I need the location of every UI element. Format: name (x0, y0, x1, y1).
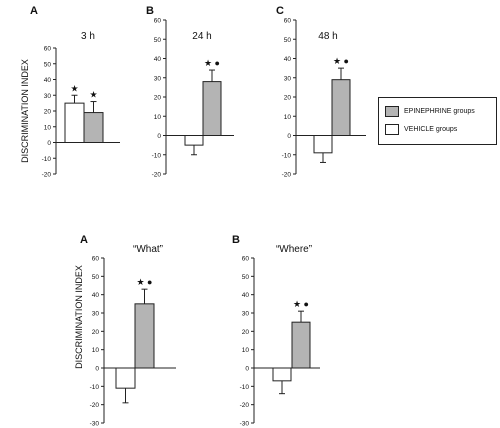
y-tick-label: 60 (44, 46, 52, 53)
y-tick-label: 20 (284, 95, 292, 102)
y-tick-label: 10 (92, 347, 100, 354)
y-tick-label: 60 (284, 18, 292, 25)
y-tick-label: 50 (154, 37, 162, 44)
y-tick-label: 40 (154, 56, 162, 63)
y-tick-label: 0 (157, 133, 161, 140)
bar-epinephrine (331, 79, 351, 137)
bar-vehicle (184, 135, 204, 146)
bar-vehicle (64, 102, 85, 143)
y-tick-label: 30 (44, 93, 52, 100)
significance-marker: ★ ● (293, 299, 309, 309)
y-tick-label: 50 (242, 274, 250, 281)
y-tick-label: 10 (154, 114, 162, 121)
significance-marker: ★ ● (204, 58, 220, 68)
legend: EPINEPHRINE groups VEHICLE groups (378, 97, 497, 145)
panel-letter: B (146, 5, 154, 17)
panel-letter: B (232, 234, 240, 246)
y-tick-label: -20 (42, 172, 52, 179)
y-tick-label: -10 (240, 384, 250, 391)
legend-item-epinephrine: EPINEPHRINE groups (385, 106, 475, 117)
panel-letter: C (276, 5, 284, 17)
bar-epinephrine (83, 112, 104, 143)
y-tick-label: 0 (95, 366, 99, 373)
significance-marker: ★ (89, 90, 97, 100)
bar-epinephrine (202, 81, 222, 136)
y-tick-label: 0 (287, 133, 291, 140)
y-tick-label: 30 (284, 75, 292, 82)
y-tick-label: 20 (44, 109, 52, 116)
y-tick-label: -10 (152, 152, 162, 159)
significance-marker: ★ ● (136, 277, 152, 287)
y-tick-label: 50 (92, 274, 100, 281)
bar-vehicle (115, 367, 136, 389)
y-axis-label: DISCRIMINATION INDEX (20, 59, 30, 163)
y-tick-label: 20 (154, 95, 162, 102)
y-tick-label: 40 (242, 292, 250, 299)
y-tick-label: -10 (282, 152, 292, 159)
y-axis-label: DISCRIMINATION INDEX (74, 265, 84, 369)
significance-marker: ★ ● (333, 56, 349, 66)
y-tick-label: 40 (44, 77, 52, 84)
legend-label-vehicle: VEHICLE groups (404, 126, 458, 133)
y-tick-label: 0 (245, 366, 249, 373)
y-tick-label: 10 (44, 124, 52, 131)
y-tick-label: 40 (92, 292, 100, 299)
y-tick-label: 50 (44, 61, 52, 68)
bar-vehicle (272, 367, 292, 382)
bar-vehicle (313, 135, 333, 154)
panel-title: 24 h (192, 31, 211, 42)
y-tick-label: -20 (152, 172, 162, 179)
y-tick-label: 30 (92, 311, 100, 318)
y-tick-label: 60 (92, 256, 100, 263)
vehicle-swatch (385, 124, 399, 135)
panel-letter: A (80, 234, 88, 246)
y-tick-label: 40 (284, 56, 292, 63)
panel-letter: A (30, 5, 38, 17)
y-tick-label: 50 (284, 37, 292, 44)
panel-title: “Where” (276, 244, 312, 255)
y-tick-label: 0 (47, 140, 51, 147)
y-tick-label: 20 (92, 329, 100, 336)
y-tick-label: -10 (90, 384, 100, 391)
y-tick-label: 30 (154, 75, 162, 82)
panel-title: “What” (133, 244, 163, 255)
y-tick-label: -20 (240, 402, 250, 409)
epinephrine-swatch (385, 106, 399, 117)
y-tick-label: 60 (154, 18, 162, 25)
y-tick-label: -20 (90, 402, 100, 409)
y-tick-label: -20 (282, 172, 292, 179)
significance-marker: ★ (70, 83, 78, 93)
bar-epinephrine (291, 321, 311, 369)
panel-title: 3 h (81, 31, 95, 42)
y-tick-label: 10 (242, 347, 250, 354)
y-tick-label: -30 (90, 421, 100, 428)
y-tick-label: 30 (242, 311, 250, 318)
legend-label-epinephrine: EPINEPHRINE groups (404, 108, 475, 115)
bar-epinephrine (134, 303, 155, 369)
y-tick-label: -10 (42, 156, 52, 163)
legend-item-vehicle: VEHICLE groups (385, 124, 457, 135)
y-tick-label: -30 (240, 421, 250, 428)
y-tick-label: 20 (242, 329, 250, 336)
y-tick-label: 10 (284, 114, 292, 121)
y-tick-label: 60 (242, 256, 250, 263)
panel-title: 48 h (318, 31, 337, 42)
